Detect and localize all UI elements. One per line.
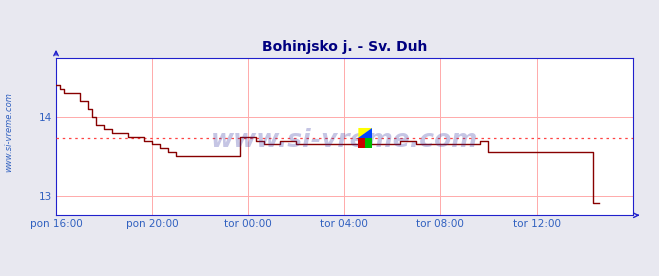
Polygon shape [358,128,372,138]
Text: www.si-vreme.com: www.si-vreme.com [4,92,13,172]
Bar [358,138,365,148]
Bar [365,138,372,148]
Text: www.si-vreme.com: www.si-vreme.com [211,128,478,152]
Polygon shape [358,128,372,138]
Title: Bohinjsko j. - Sv. Duh: Bohinjsko j. - Sv. Duh [262,40,427,54]
